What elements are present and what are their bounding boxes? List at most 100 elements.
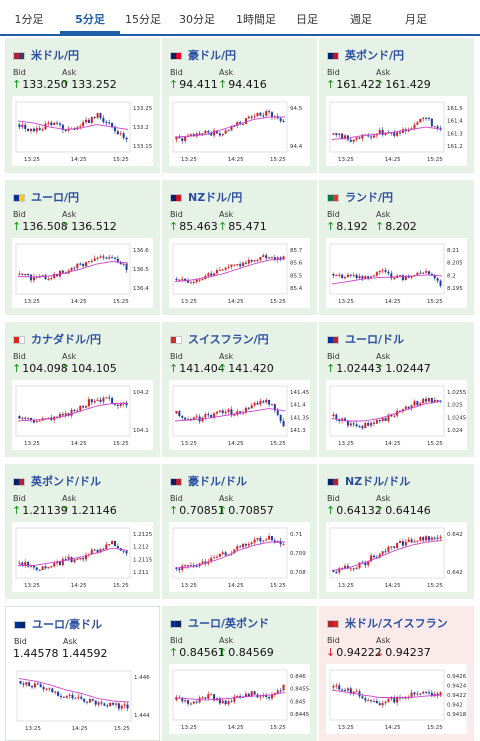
candle	[419, 403, 422, 406]
candle	[401, 275, 404, 281]
plot-frame	[329, 385, 445, 437]
rate-card[interactable]: ユーロ/ドル Bid Ask ↑1.02443 ↑1.02447 1.0255 1.025 1…	[319, 322, 474, 457]
candle	[282, 256, 285, 260]
candle	[105, 544, 108, 550]
candle	[30, 274, 33, 281]
candle	[32, 128, 35, 132]
candle	[239, 546, 242, 548]
candle	[195, 565, 198, 567]
mini-chart: 94.5 94.4 13:25 14:25 15:25	[169, 96, 310, 166]
rate-card[interactable]: 米ドル/円 Bid Ask ↑133.250 ↑133.252 133.25 133.2 13…	[5, 38, 160, 173]
plot-frame	[172, 243, 288, 295]
candle	[265, 539, 268, 541]
rate-card[interactable]: NZドル/ドル Bid Ask ↑0.64132 ↑0.64146 0.642 0.642 1…	[319, 464, 474, 599]
candle	[195, 133, 198, 137]
pair-title[interactable]: カナダドル/円	[13, 331, 101, 347]
timeframe-tabs: 1分足 5分足 15分足 30分足 1時間足 日足 週足 月足	[0, 0, 480, 36]
pair-title[interactable]: スイスフラン/円	[170, 331, 269, 347]
candle	[99, 256, 102, 258]
candle	[433, 399, 436, 403]
rate-card[interactable]: 英ポンド/ドル Bid Ask ↑1.21139 ↑1.21146 1.2125 1.212…	[5, 464, 160, 599]
rate-card[interactable]: 豪ドル/円 Bid Ask ↑94.411 ↑94.416 94.5 94.4 13:25 14…	[162, 38, 317, 173]
pair-title[interactable]: 豪ドル/円	[170, 47, 236, 63]
candle	[96, 113, 99, 118]
candle	[230, 409, 233, 416]
pair-title[interactable]: 英ポンド/ドル	[13, 473, 101, 489]
candle	[335, 414, 338, 419]
x-tick-label: 15:25	[427, 299, 443, 305]
rate-card[interactable]: ユーロ/円 Bid Ask ↑136.508 ↑136.512 136.6 136.5 136…	[5, 180, 160, 315]
candle	[427, 536, 430, 541]
candle	[111, 122, 114, 127]
moving-average-line	[331, 689, 443, 698]
tab-5[interactable]: 1時間足	[236, 13, 276, 26]
candle	[125, 263, 128, 270]
candle	[407, 129, 410, 132]
bid-label: Bid	[13, 210, 26, 219]
candle	[44, 275, 47, 280]
plot-frame	[329, 527, 445, 579]
ask-label: Ask	[376, 494, 391, 503]
bid-value: ↑1.02443	[326, 362, 382, 375]
y-tick-label: 85.4	[290, 286, 303, 292]
rate-card[interactable]: 豪ドル/ドル Bid Ask ↑0.70851 ↑0.70857 0.71 0.709 0.7…	[162, 464, 317, 599]
ask-label: Ask	[62, 210, 77, 219]
pair-title[interactable]: 米ドル/円	[13, 47, 79, 63]
ask-label: Ask	[376, 636, 391, 645]
candle	[18, 416, 21, 419]
ask-label: Ask	[219, 636, 234, 645]
rate-card[interactable]: 米ドル/スイスフラン Bid Ask ↓0.94222 ↓0.94237 0.9426 0.…	[319, 606, 474, 741]
candle	[344, 135, 347, 139]
pair-title[interactable]: ユーロ/豪ドル	[14, 616, 102, 632]
tab-8[interactable]: 月足	[405, 13, 427, 26]
rate-card[interactable]: スイスフラン/円 Bid Ask ↑141.404 ↑141.420 141.45 141.…	[162, 322, 317, 457]
pair-title[interactable]: NZドル/ドル	[327, 473, 410, 489]
x-tick-label: 14:25	[228, 583, 244, 589]
rate-card[interactable]: ユーロ/英ポンド Bid Ask ↑0.84561 ↑0.84569 0.846 0.845…	[162, 606, 317, 741]
candle	[396, 543, 399, 548]
rate-card[interactable]: NZドル/円 Bid Ask ↑85.463 ↑85.471 85.7 85.6 85.5 85…	[162, 180, 317, 315]
arrow-up-icon: ↑	[169, 78, 179, 91]
pair-title[interactable]: 英ポンド/円	[327, 47, 404, 63]
candle	[31, 686, 34, 688]
candle	[213, 273, 216, 276]
rate-card[interactable]: 英ポンド/円 Bid Ask ↑161.422 ↑161.429 161.5 161.4 16…	[319, 38, 474, 173]
pair-title[interactable]: 米ドル/スイスフラン	[327, 615, 448, 631]
candle	[416, 693, 419, 695]
tab-3[interactable]: 15分足	[125, 13, 161, 26]
candle	[221, 700, 224, 704]
pair-title[interactable]: ユーロ/英ポンド	[170, 615, 269, 631]
rate-card[interactable]: ランド/円 Bid Ask ↑8.192 ↑8.202 8.21 8.205 8.2 8.195…	[319, 180, 474, 315]
candle	[387, 271, 390, 274]
pair-title[interactable]: NZドル/円	[170, 189, 242, 205]
arrow-down-icon: ↓	[375, 646, 385, 659]
tab-6[interactable]: 日足	[296, 13, 318, 26]
pair-title[interactable]: ランド/円	[327, 189, 393, 205]
candle	[247, 259, 250, 264]
arrow-up-icon: ↑	[61, 362, 71, 375]
candle	[67, 557, 70, 560]
pair-title[interactable]: 豪ドル/ドル	[170, 473, 247, 489]
tab-1[interactable]: 1分足	[14, 13, 44, 26]
candle	[192, 701, 195, 704]
pair-title[interactable]: ユーロ/円	[13, 189, 79, 205]
candle	[273, 404, 276, 411]
bid-value: ↑85.463	[169, 220, 218, 233]
candle	[221, 133, 224, 136]
candle	[39, 684, 42, 688]
candle	[279, 414, 282, 421]
arrow-up-icon: ↑	[12, 78, 22, 91]
candle	[378, 703, 381, 706]
candle	[210, 132, 213, 136]
rate-card[interactable]: カナダドル/円 Bid Ask ↑104.098 ↑104.105 104.2 104.1 1…	[5, 322, 160, 457]
ask-price: 104.105	[71, 362, 117, 375]
rate-card[interactable]: ユーロ/豪ドル Bid Ask 1.44578 1.44592 1.446 1.444 13:…	[5, 606, 160, 741]
candle	[410, 692, 413, 697]
tab-7[interactable]: 週足	[350, 13, 372, 26]
tab-2[interactable]: 5分足	[60, 0, 120, 34]
candle	[439, 692, 442, 696]
pair-title[interactable]: ユーロ/ドル	[327, 331, 404, 347]
y-tick-label: 1.211	[133, 570, 149, 576]
tab-4[interactable]: 30分足	[179, 13, 215, 26]
x-tick-label: 15:25	[427, 725, 443, 731]
